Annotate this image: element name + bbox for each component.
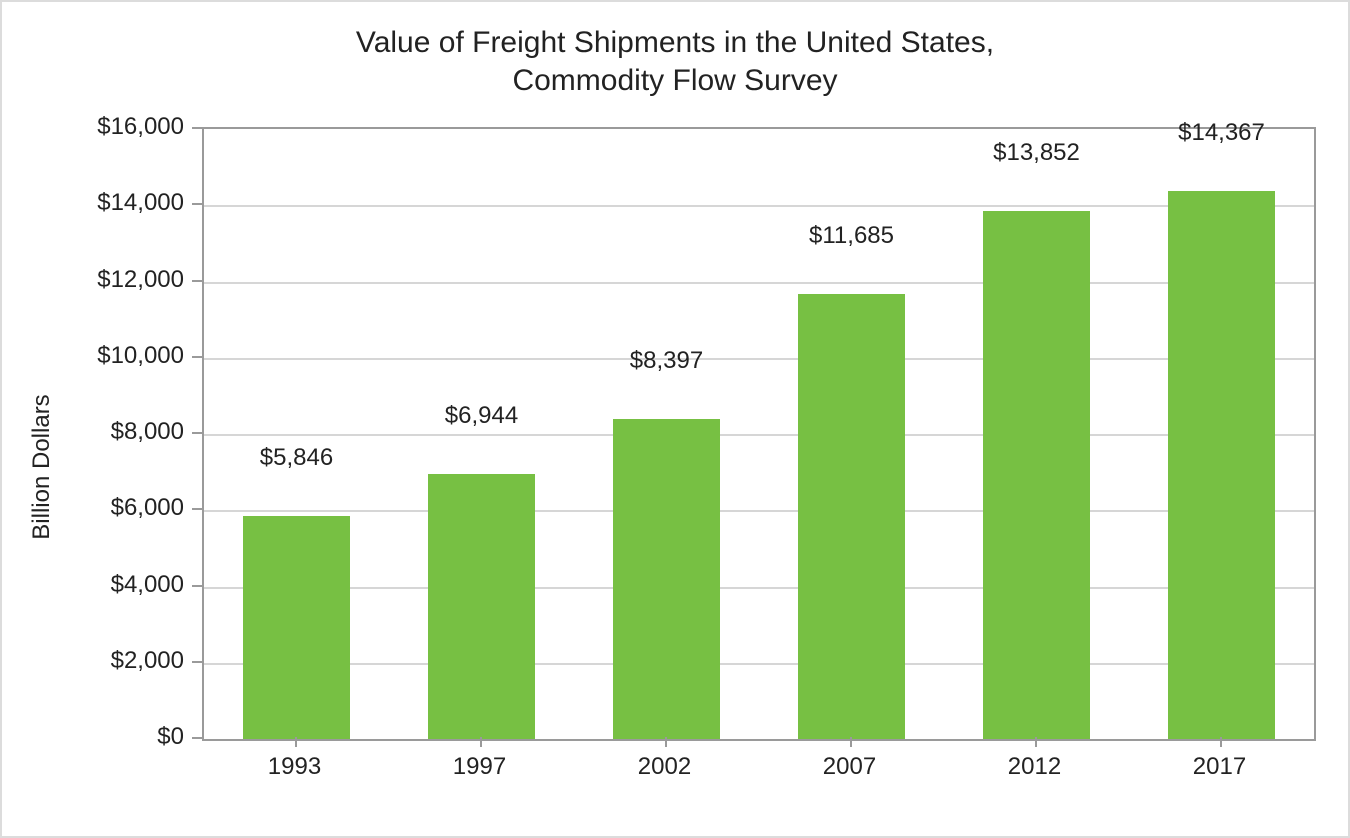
x-tick-mark xyxy=(665,737,667,747)
y-tick-label: $2,000 xyxy=(72,647,184,675)
y-tick-label: $10,000 xyxy=(72,342,184,370)
y-tick-mark xyxy=(192,737,202,739)
bar xyxy=(1168,191,1275,739)
chart-frame: Value of Freight Shipments in the United… xyxy=(0,0,1350,838)
y-tick-label: $12,000 xyxy=(72,266,184,294)
x-tick-label: 2002 xyxy=(638,753,691,781)
y-tick-mark xyxy=(192,585,202,587)
y-tick-label: $0 xyxy=(72,723,184,751)
y-tick-label: $8,000 xyxy=(72,418,184,446)
x-tick-mark xyxy=(1035,737,1037,747)
x-tick-label: 1997 xyxy=(453,753,506,781)
x-tick-label: 2017 xyxy=(1193,753,1246,781)
bar xyxy=(243,516,350,739)
x-tick-label: 1993 xyxy=(268,753,321,781)
bar xyxy=(798,294,905,739)
bar-value-label: $6,944 xyxy=(445,402,518,438)
y-tick-mark xyxy=(192,203,202,205)
y-tick-mark xyxy=(192,280,202,282)
x-tick-mark xyxy=(295,737,297,747)
x-tick-label: 2012 xyxy=(1008,753,1061,781)
bar-value-label: $13,852 xyxy=(993,139,1080,175)
y-tick-mark xyxy=(192,127,202,129)
bars-container: $5,846$6,944$8,397$11,685$13,852$14,367 xyxy=(204,129,1314,739)
y-tick-mark xyxy=(192,432,202,434)
x-tick-label: 2007 xyxy=(823,753,876,781)
y-tick-mark xyxy=(192,508,202,510)
x-tick-mark xyxy=(850,737,852,747)
y-tick-label: $4,000 xyxy=(72,571,184,599)
bar xyxy=(983,211,1090,739)
bar-value-label: $8,397 xyxy=(630,347,703,383)
x-tick-mark xyxy=(480,737,482,747)
y-tick-label: $16,000 xyxy=(72,113,184,141)
y-tick-mark xyxy=(192,661,202,663)
y-tick-label: $6,000 xyxy=(72,494,184,522)
chart-title: Value of Freight Shipments in the United… xyxy=(2,2,1348,99)
x-tick-mark xyxy=(1220,737,1222,747)
y-tick-label: $14,000 xyxy=(72,189,184,217)
y-axis-label: Billion Dollars xyxy=(28,394,56,539)
bar-value-label: $14,367 xyxy=(1178,119,1265,155)
bar-value-label: $11,685 xyxy=(809,222,894,258)
y-tick-mark xyxy=(192,356,202,358)
plot-area: $5,846$6,944$8,397$11,685$13,852$14,367 xyxy=(202,127,1316,741)
bar xyxy=(428,474,535,739)
chart-area: Billion Dollars $0$2,000$4,000$6,000$8,0… xyxy=(72,117,1322,817)
bar-value-label: $5,846 xyxy=(260,444,333,480)
bar xyxy=(613,419,720,739)
